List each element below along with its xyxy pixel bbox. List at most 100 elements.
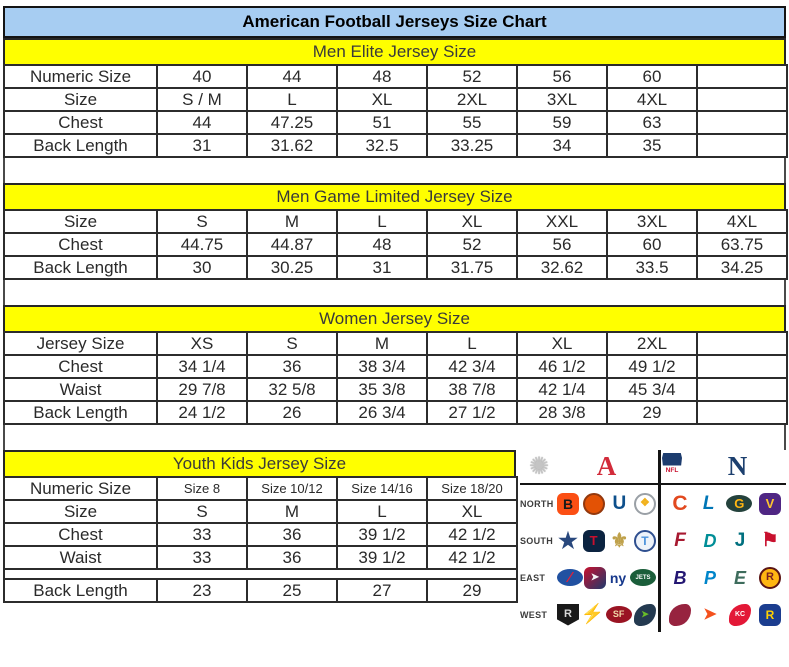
row-label: Size xyxy=(3,209,158,234)
spacer-row xyxy=(3,568,518,580)
table-row: Waist 29 7/8 32 5/8 35 3/8 38 7/8 42 1/4 45 3/… xyxy=(3,377,788,402)
table-cell: 34 xyxy=(516,133,608,158)
section-youth-kids: Youth Kids Jersey Size Numeric Size Size … xyxy=(3,450,518,632)
table-row: Chest 33 36 39 1/2 42 1/2 xyxy=(3,522,518,547)
table-cell: 56 xyxy=(516,232,608,257)
table-cell xyxy=(696,400,788,425)
eagles-logo-icon: E xyxy=(733,567,746,588)
section-men-game-limited: Men Game Limited Jersey Size Size S M L XL XX… xyxy=(3,183,788,280)
table-cell: 35 3/8 xyxy=(336,377,428,402)
table-cell: M xyxy=(336,331,428,356)
row-label: Size xyxy=(3,87,158,112)
division-row: SOUTH ★ T ⚜ T F D J ⚑ xyxy=(520,522,786,559)
table-row: Back Length 23 25 27 29 xyxy=(3,578,518,603)
division-label: NORTH xyxy=(520,498,554,509)
table-row: Back Length 24 1/2 26 26 3/4 27 1/2 28 3/8 29 xyxy=(3,400,788,425)
table-cell xyxy=(696,354,788,379)
table-cell: 29 xyxy=(426,578,518,603)
table-cell: 26 xyxy=(246,400,338,425)
section-gap xyxy=(3,280,786,305)
table-row: Chest 44 47.25 51 55 59 63 xyxy=(3,110,788,135)
table-cell: S xyxy=(156,209,248,234)
table-row: Size S M L XL xyxy=(3,499,518,524)
table-cell: 32 5/8 xyxy=(246,377,338,402)
table-row: Back Length 30 30.25 31 31.75 32.62 33.5 34.25 xyxy=(3,255,788,280)
table-cell xyxy=(696,110,788,135)
division-row: EAST ⁄ ➤ ny JETS B P E R xyxy=(520,559,786,596)
table-cell: L xyxy=(336,499,428,524)
table-cell: L xyxy=(336,209,428,234)
table-cell: 29 7/8 xyxy=(156,377,248,402)
table-cell: 42 1/2 xyxy=(426,545,518,570)
row-label: Chest xyxy=(3,354,158,379)
youth-kids-size-table: Numeric Size Size 8 Size 10/12 Size 14/16 Si… xyxy=(3,476,518,603)
table-cell: 31.75 xyxy=(426,255,518,280)
division-label: WEST xyxy=(520,609,548,620)
dolphins-logo-icon: D xyxy=(703,530,717,551)
table-cell: S xyxy=(156,499,248,524)
table-cell: 29 xyxy=(606,400,698,425)
seahawks-logo-icon: ➤ xyxy=(633,603,656,626)
table-cell: 38 7/8 xyxy=(426,377,518,402)
table-cell: 33 xyxy=(156,545,248,570)
jets-logo-icon: JETS xyxy=(630,569,656,586)
afc-team-group: B U ❖ xyxy=(557,492,656,515)
nfl-logo-panel: ✺ A NFL N NORTH B U ❖ C L G V SOUTH ★ T ⚜ T F D J ⚑ EAST ⁄… xyxy=(520,450,786,632)
vikings-logo-icon: V xyxy=(758,492,781,515)
table-cell: S / M xyxy=(156,87,248,112)
table-cell: 49 1/2 xyxy=(606,354,698,379)
chiefs-logo-icon: KC xyxy=(729,603,751,626)
section-header-youth-kids: Youth Kids Jersey Size xyxy=(3,450,516,476)
table-row: Chest 34 1/4 36 38 3/4 42 3/4 46 1/2 49 1/2 xyxy=(3,354,788,379)
row-label: Numeric Size xyxy=(3,64,158,89)
rams-logo-icon: R xyxy=(759,603,781,626)
table-cell: 31 xyxy=(336,255,428,280)
table-cell: 42 1/2 xyxy=(426,522,518,547)
table-cell: 36 xyxy=(246,354,338,379)
row-label: Back Length xyxy=(3,578,158,603)
table-cell: 39 1/2 xyxy=(336,545,428,570)
row-label: Chest xyxy=(3,232,158,257)
table-row: Numeric Size 40 44 48 52 56 60 xyxy=(3,64,788,89)
table-cell: 31.62 xyxy=(246,133,338,158)
buccaneers-logo-icon: ⚑ xyxy=(761,530,779,551)
table-cell: 40 xyxy=(156,64,248,89)
texans-logo-icon: T xyxy=(582,529,605,552)
table-cell: 28 3/8 xyxy=(516,400,608,425)
table-cell: 30 xyxy=(156,255,248,280)
table-cell xyxy=(696,331,788,356)
cowboys-star-logo-icon: ★ xyxy=(558,527,578,553)
table-cell: S xyxy=(246,331,338,356)
table-cell: 30.25 xyxy=(246,255,338,280)
division-row: WEST R ⚡ SF ➤ ➤ KC R xyxy=(520,596,786,633)
table-cell: 32.5 xyxy=(336,133,428,158)
afc-logo-icon: A xyxy=(596,451,617,481)
row-label: Jersey Size xyxy=(3,331,158,356)
table-cell: 36 xyxy=(246,522,338,547)
row-label: Size xyxy=(3,499,158,524)
nfc-team-group: ➤ KC R xyxy=(669,603,781,626)
table-row: Size S M L XL XXL 3XL 4XL xyxy=(3,209,788,234)
section-gap xyxy=(3,158,786,183)
table-cell: 25 xyxy=(246,578,338,603)
table-cell: XXL xyxy=(516,209,608,234)
table-cell: L xyxy=(426,331,518,356)
table-cell: 42 3/4 xyxy=(426,354,518,379)
table-row: Back Length 31 31.62 32.5 33.25 34 35 xyxy=(3,133,788,158)
spacer-cell xyxy=(3,568,518,580)
row-label: Back Length xyxy=(3,255,158,280)
table-cell: 46 1/2 xyxy=(516,354,608,379)
table-cell: 47.25 xyxy=(246,110,338,135)
table-cell: 51 xyxy=(336,110,428,135)
table-cell xyxy=(696,377,788,402)
packers-logo-icon: G xyxy=(726,495,753,512)
section-header-women: Women Jersey Size xyxy=(3,305,786,331)
row-label: Waist xyxy=(3,377,158,402)
table-cell: 60 xyxy=(606,64,698,89)
table-cell: XL xyxy=(426,209,518,234)
table-cell: 52 xyxy=(426,64,518,89)
row-label: Back Length xyxy=(3,133,158,158)
bengals-logo-icon: B xyxy=(557,492,579,515)
table-cell: 44 xyxy=(246,64,338,89)
